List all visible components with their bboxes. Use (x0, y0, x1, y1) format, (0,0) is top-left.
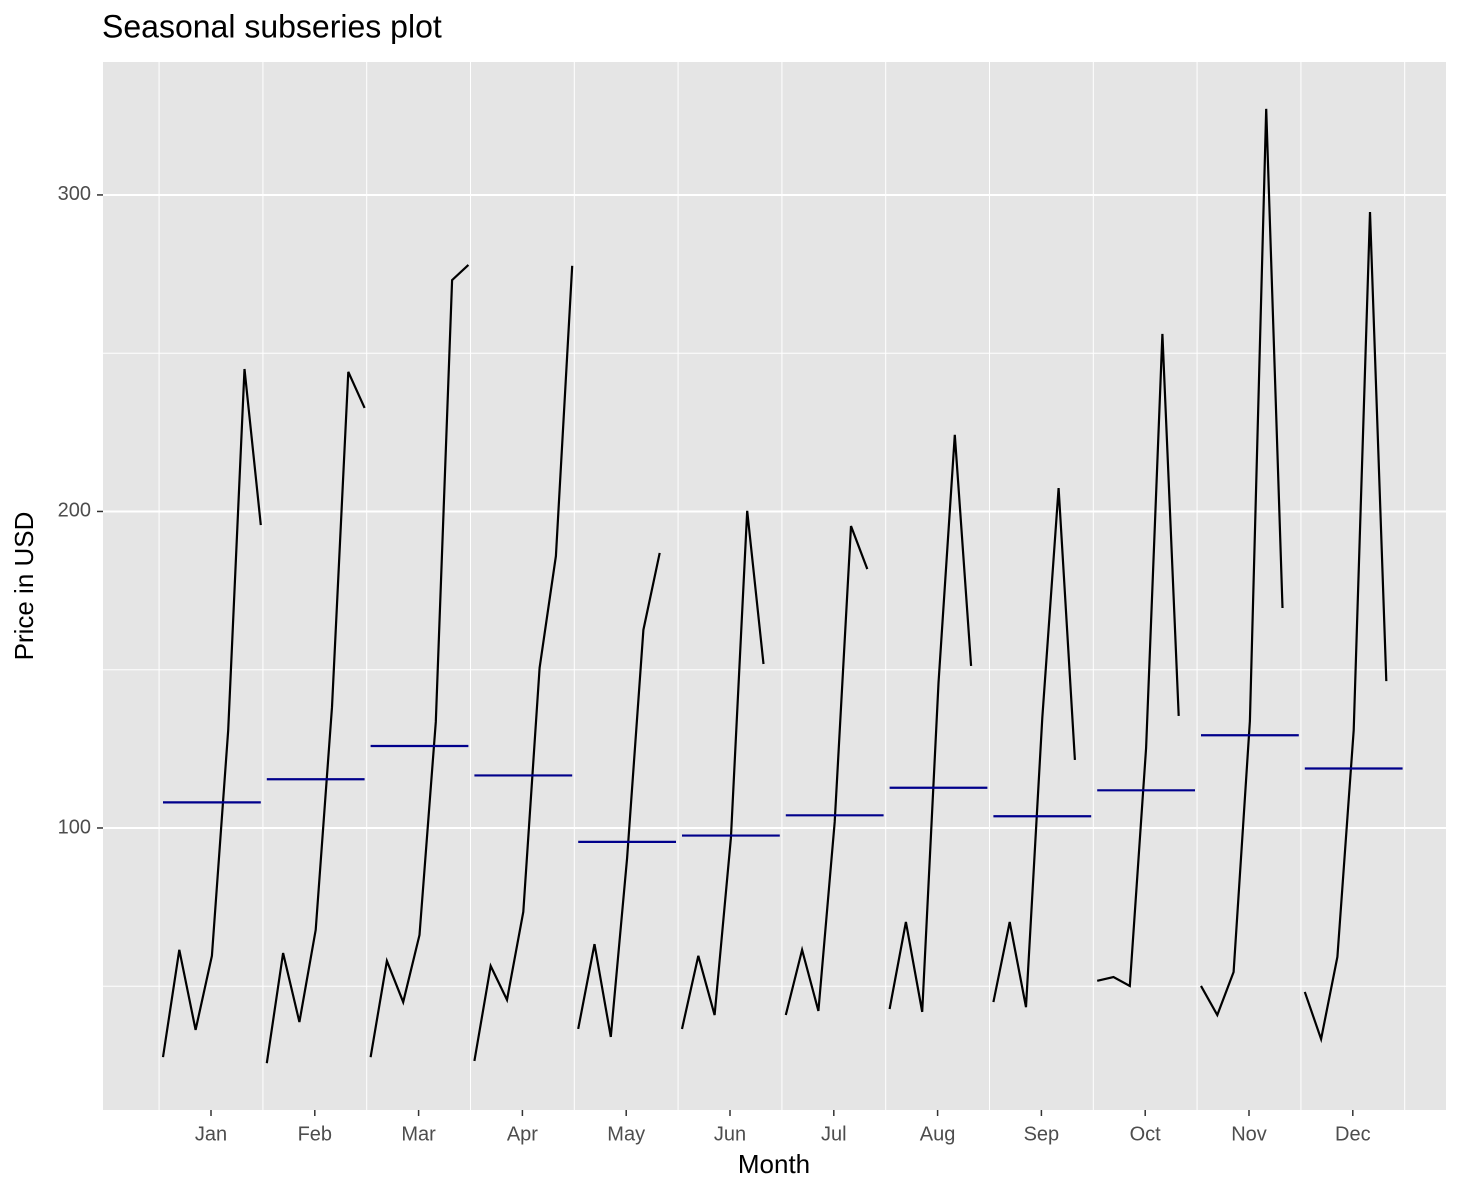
x-tick-label: Nov (1231, 1123, 1267, 1145)
subseries-line (1096, 333, 1180, 988)
y-axis-label: Price in USD (9, 512, 39, 661)
x-tick-label: Aug (920, 1123, 956, 1145)
y-tick-label: 300 (58, 183, 91, 205)
x-tick-label: Apr (507, 1123, 538, 1145)
x-tick-label: Sep (1024, 1123, 1060, 1145)
y-tick-label: 200 (58, 500, 91, 522)
x-tick-label: Feb (298, 1123, 332, 1145)
x-tick-label: Jan (195, 1123, 227, 1145)
x-tick-label: Jun (714, 1123, 746, 1145)
subseries-line (473, 265, 574, 1062)
x-tick-label: Dec (1335, 1123, 1371, 1145)
subseries-line (1303, 211, 1388, 1044)
subseries-line (577, 552, 661, 1038)
subseries-line (992, 487, 1076, 1008)
y-tick-label: 100 (58, 816, 91, 838)
x-tick-label: Oct (1130, 1123, 1162, 1145)
subseries-line (680, 510, 765, 1030)
panel (103, 62, 1446, 1110)
subseries-line (888, 434, 973, 1013)
subseries-line (369, 264, 470, 1058)
x-tick-label: May (607, 1123, 645, 1145)
x-axis-label: Month (738, 1149, 810, 1179)
subseries-line (161, 368, 262, 1058)
x-tick-label: Jul (821, 1123, 847, 1145)
subseries-line (784, 525, 869, 1016)
subseries-line (265, 371, 366, 1064)
x-tick-label: Mar (401, 1123, 436, 1145)
chart-title: Seasonal subseries plot (102, 8, 442, 44)
subseries-line (1200, 108, 1284, 1018)
